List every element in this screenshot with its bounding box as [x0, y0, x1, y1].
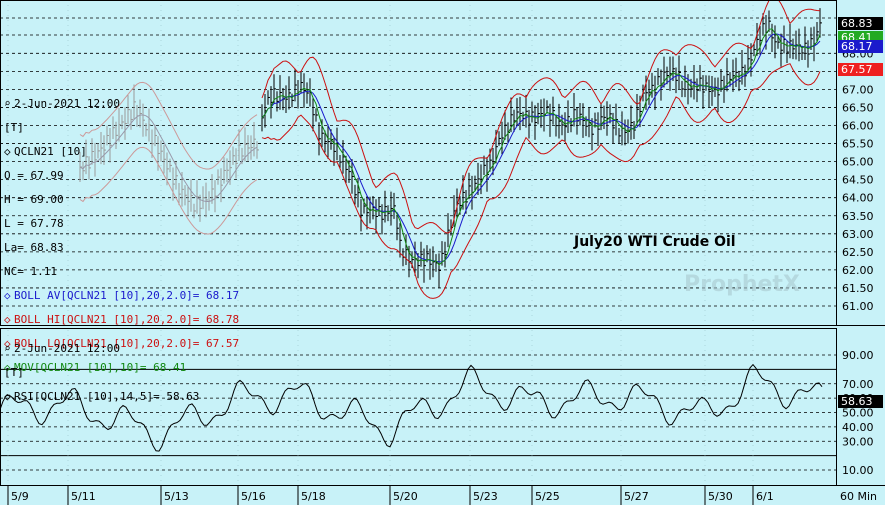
boll-lo-price-label: 67.57: [838, 63, 883, 76]
price-tick-label: 63.00: [842, 228, 874, 241]
rsi-series: [0, 363, 823, 452]
magnifier-icon: ⌕: [4, 97, 11, 110]
faded-boll-hi-line: [79, 81, 258, 170]
moving-average-line: [261, 28, 821, 266]
rsi-line: [0, 363, 823, 452]
boll-lo-diamond-icon: ◇: [4, 337, 11, 350]
price-series: [79, 0, 822, 299]
info-boll-hi: BOLL HI[QCLN21 [10],20,2.0]= 68.78: [14, 313, 240, 326]
info-high: H = 69.00: [4, 193, 64, 206]
price-tick-label: 62.00: [842, 264, 874, 277]
price-tick-label: 64.00: [842, 192, 874, 205]
price-tick-label: 66.00: [842, 120, 874, 133]
last-price-label: 68.83: [838, 17, 883, 30]
info-boll-lo: BOLL LO[QCLN21 [10],20,2.0]= 67.57: [14, 337, 240, 350]
x-tick-label: 6/1: [756, 490, 774, 503]
rsi-info-t: [T]: [4, 366, 24, 379]
rsi-label: RSI[QCLN21 [10],14,5]= 58.63: [14, 390, 200, 403]
info-last: La= 68.83: [4, 241, 64, 254]
boll-hi-diamond-icon: ◇: [4, 313, 11, 326]
x-tick-label: 5/13: [164, 490, 189, 503]
x-tick-label: 5/18: [301, 490, 326, 503]
price-axis: 61.00 61.50 62.00 62.50 63.00 63.50 64.00 64.50…: [842, 47, 874, 313]
price-tick-label: 61.50: [842, 282, 874, 295]
rsi-info-date: 2-Jun-2021 12:00: [14, 342, 120, 355]
info-t: [T]: [4, 121, 24, 134]
x-tick-label: 5/27: [624, 490, 649, 503]
x-tick-label: 5/9: [11, 490, 29, 503]
rsi-tick-label: 40.00: [842, 421, 874, 434]
price-tick-label: 61.00: [842, 300, 874, 313]
rsi-tick-label: 90.00: [842, 349, 874, 362]
info-open: O = 67.99: [4, 169, 64, 182]
rsi-magnifier-icon: ⌕: [4, 342, 11, 355]
boll-hi-line: [261, 0, 821, 234]
rsi-gridlines: [0, 354, 836, 471]
info-low: L = 67.78: [4, 217, 64, 230]
rsi-tick-label: 10.00: [842, 464, 874, 477]
x-tick-label: 5/23: [473, 490, 498, 503]
boll-av-line: [261, 33, 821, 263]
info-date: 2-Jun-2021 12:00: [14, 97, 120, 110]
price-tick-label: 65.50: [842, 138, 874, 151]
info-net-change: NC= 1.11: [4, 265, 57, 278]
price-tick-label: 62.50: [842, 246, 874, 259]
rsi-info-panel: ⌕ 2-Jun-2021 12:00 [T] ◇ RSI[QCLN21 [10],1…: [4, 331, 199, 415]
x-tick-label: 5/16: [241, 490, 266, 503]
price-tick-label: 65.00: [842, 156, 874, 169]
mov-diamond-icon: ◇: [4, 361, 11, 374]
symbol-diamond-icon: ◇: [4, 145, 11, 158]
x-tick-label: 5/30: [708, 490, 733, 503]
boll-av-diamond-icon: ◇: [4, 289, 11, 302]
chart-title: July20 WTI Crude Oil: [574, 234, 736, 250]
prophetx-watermark: ProphetX: [684, 272, 800, 297]
price-tick-label: 67.00: [842, 83, 874, 96]
boll-av-price-label: 68.17: [838, 40, 883, 53]
faded-boll-lo-line: [79, 146, 258, 235]
x-tick-label: 5/20: [393, 490, 418, 503]
price-tick-label: 66.50: [842, 101, 874, 114]
boll-lo-line: [261, 63, 821, 299]
rsi-tick-label: 70.00: [842, 378, 874, 391]
info-symbol: QCLN21 [10]: [14, 145, 87, 158]
rsi-diamond-icon: ◇: [4, 390, 11, 403]
info-panel: ⌕ 2-Jun-2021 12:00 [T] ◇ QCLN21 [10] O = 6…: [4, 86, 239, 386]
rsi-tick-label: 50.00: [842, 407, 874, 420]
faded-boll-av-line: [79, 114, 258, 202]
price-tick-label: 63.50: [842, 210, 874, 223]
rsi-tick-label: 30.00: [842, 435, 874, 448]
info-boll-av: BOLL AV[QCLN21 [10],20,2.0]= 68.17: [14, 289, 240, 302]
rsi-last-label: 58.63: [838, 395, 883, 408]
info-mov: MOV[QCLN21 [10],10]= 68.41: [14, 361, 187, 374]
price-tick-label: 64.50: [842, 174, 874, 187]
x-tick-label: 5/11: [71, 490, 96, 503]
x-tick-label: 5/25: [535, 490, 560, 503]
x-axis: 5/9 5/11 5/13 5/16 5/18 5/20 5/23 5/25 5/27 5/30 6…: [7, 0, 877, 505]
x-axis-unit: 60 Min: [840, 490, 877, 503]
